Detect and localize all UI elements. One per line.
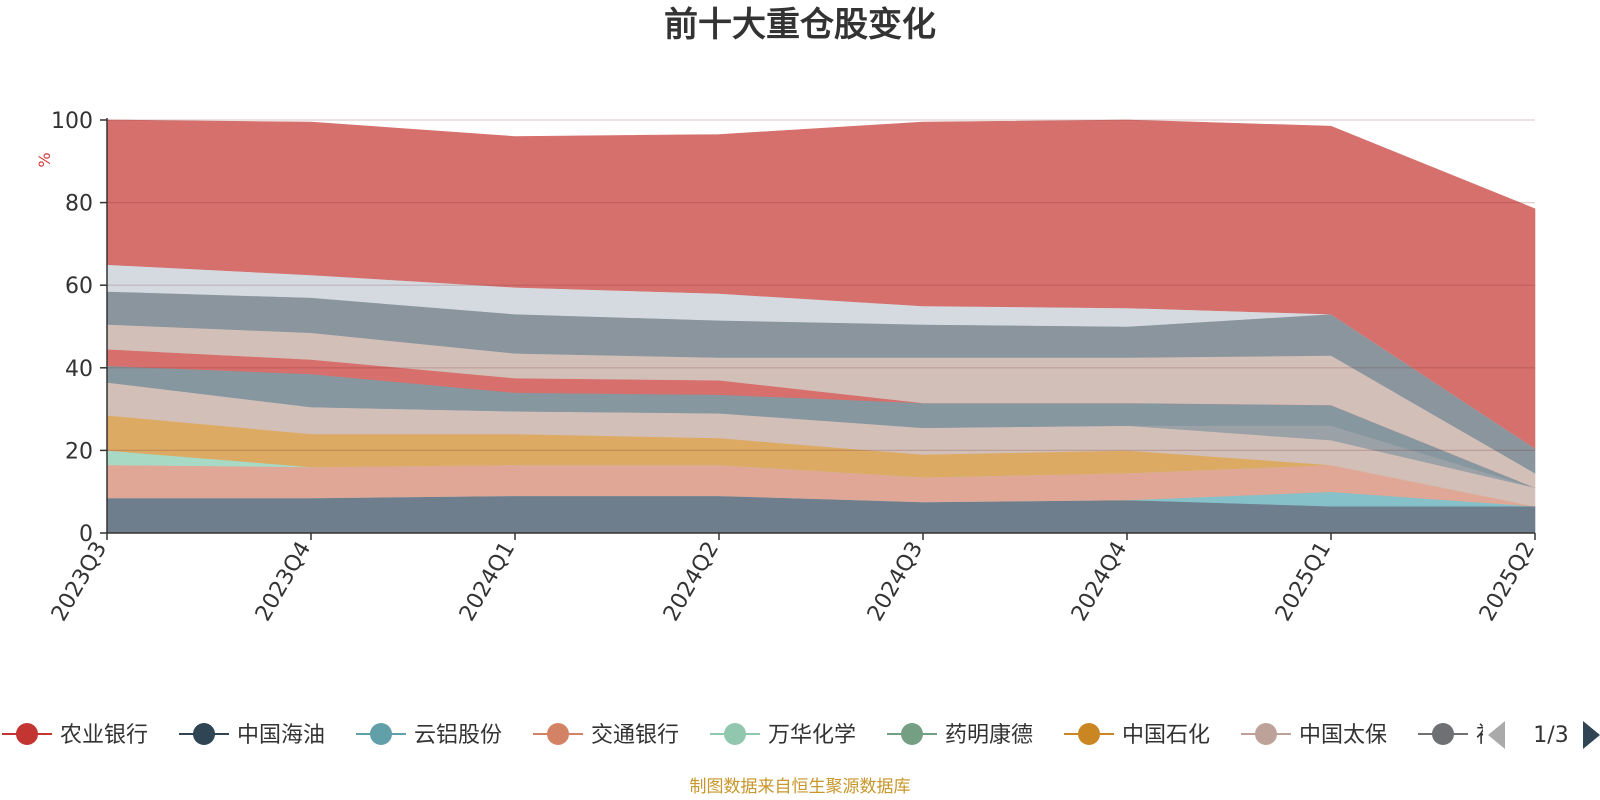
- legend-item[interactable]: 云铝股份: [356, 723, 502, 748]
- x-tick-label-2023Q3: 2023Q3: [47, 538, 112, 626]
- legend-label: 农业银行: [60, 723, 148, 748]
- legend-item[interactable]: 万华化学: [710, 723, 856, 748]
- legend-swatch-dot: [1255, 723, 1277, 745]
- legend-item[interactable]: 中国石化: [1064, 723, 1210, 748]
- legend-swatch-dot: [1432, 723, 1454, 745]
- legend-label: 中国海油: [237, 723, 325, 748]
- chart-title: 前十大重仓股变化: [664, 5, 936, 45]
- legend-swatch-dot: [1078, 723, 1100, 745]
- legend-prev-arrow-icon[interactable]: [1488, 721, 1505, 749]
- legend-swatch-dot: [901, 723, 923, 745]
- legend-item[interactable]: 农业银行: [2, 723, 148, 748]
- y-tick-label-0: 0: [79, 522, 93, 547]
- y-tick-label-20: 20: [65, 439, 93, 464]
- legend-item[interactable]: 药明康德: [887, 723, 1033, 748]
- legend-swatch-dot: [16, 723, 38, 745]
- legend-swatch-dot: [370, 723, 392, 745]
- legend-item[interactable]: 衫: [1418, 723, 1498, 748]
- source-note: 制图数据来自恒生聚源数据库: [690, 777, 911, 797]
- x-tick-label-2024Q4: 2024Q4: [1067, 538, 1132, 626]
- legend-next-arrow-icon[interactable]: [1583, 721, 1600, 749]
- y-tick-label-40: 40: [65, 357, 93, 382]
- legend-label: 万华化学: [768, 723, 856, 748]
- legend-label: 药明康德: [945, 723, 1033, 748]
- legend-label: 云铝股份: [414, 723, 502, 748]
- x-tick-label-2024Q3: 2024Q3: [863, 538, 928, 626]
- x-tick-label-2025Q2: 2025Q2: [1475, 538, 1540, 626]
- legend-item[interactable]: 中国海油: [179, 723, 325, 748]
- legend-page-indicator: 1/3: [1533, 723, 1568, 748]
- legend-item[interactable]: 中国太保: [1241, 723, 1387, 748]
- x-tick-label-2023Q4: 2023Q4: [251, 538, 316, 626]
- legend-item[interactable]: 交通银行: [533, 723, 679, 748]
- legend-items: 农业银行 中国海油 云铝股份 交通银行 万华化学 药明康德 中国石化 中国太保 衫: [2, 723, 1498, 748]
- legend-swatch-dot: [724, 723, 746, 745]
- legend: 农业银行 中国海油 云铝股份 交通银行 万华化学 药明康德 中国石化 中国太保 衫 1/3: [2, 721, 1600, 749]
- y-tick-label-80: 80: [65, 192, 93, 217]
- y-tick-label-60: 60: [65, 274, 93, 299]
- grid-layer: [107, 119, 1535, 451]
- y-tick-label-100: 100: [51, 109, 93, 134]
- legend-swatch-dot: [193, 723, 215, 745]
- x-tick-label-2025Q1: 2025Q1: [1271, 538, 1336, 626]
- legend-swatch-dot: [547, 723, 569, 745]
- legend-label: 中国太保: [1299, 723, 1387, 748]
- x-tick-label-2024Q2: 2024Q2: [659, 538, 724, 626]
- legend-label: 中国石化: [1122, 723, 1210, 748]
- area-band-12: [106, 119, 1536, 449]
- x-tick-label-2024Q1: 2024Q1: [455, 538, 520, 626]
- legend-label: 交通银行: [591, 723, 679, 748]
- area-layer: [106, 119, 1536, 534]
- y-axis-unit: %: [35, 152, 54, 167]
- legend-label: 衫: [1476, 723, 1498, 748]
